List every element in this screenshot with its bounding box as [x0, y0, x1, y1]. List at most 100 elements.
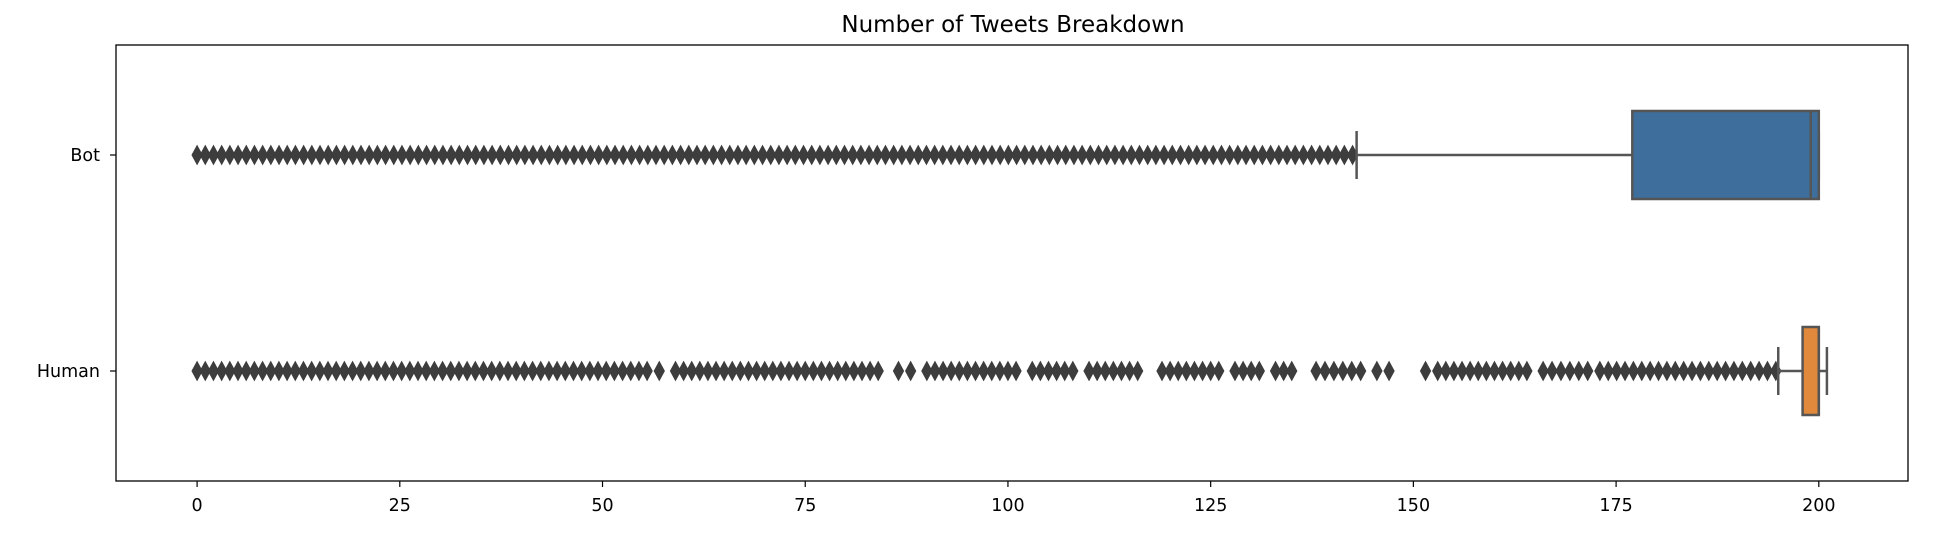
- human-outlier-point: [1164, 360, 1176, 382]
- bot-outlier-point: [724, 144, 736, 166]
- human-outlier-point: [1196, 360, 1209, 382]
- human-outlier-point: [1602, 360, 1614, 382]
- bot-outlier-point: [666, 144, 679, 166]
- human-outlier-point: [677, 360, 690, 382]
- human-outlier-point: [526, 360, 539, 382]
- bot-outlier-point: [1092, 144, 1105, 166]
- human-outlier-point: [1026, 360, 1038, 382]
- human-outlier-point: [1480, 360, 1493, 382]
- bot-outlier-point: [1223, 144, 1236, 166]
- bot-outlier-point: [1289, 144, 1301, 166]
- bot-outlier-point: [1232, 144, 1244, 166]
- bot-outlier-point: [978, 144, 990, 166]
- bot-outlier-point: [855, 144, 867, 166]
- human-outlier-point: [1419, 360, 1432, 382]
- human-outlier-point: [1564, 360, 1576, 382]
- human-outlier-point: [297, 360, 310, 382]
- bot-outlier-point: [592, 144, 605, 166]
- bot-outlier-point: [1051, 144, 1064, 166]
- x-tick-label-200: 200: [1802, 496, 1835, 516]
- bot-outlier-point: [1297, 144, 1310, 166]
- bot-outlier-point: [1191, 144, 1203, 166]
- bot-outlier-point: [896, 144, 908, 166]
- human-outlier-point: [1371, 360, 1383, 382]
- bot-outlier-point: [765, 144, 777, 166]
- human-outlier-point: [453, 360, 465, 382]
- human-outlier-point: [1719, 360, 1732, 382]
- bot-outlier-point: [658, 144, 670, 166]
- bot-outlier-point: [1215, 144, 1228, 166]
- x-tick-label-175: 175: [1599, 496, 1632, 516]
- human-outlier-point: [1115, 360, 1128, 382]
- human-outlier-point: [1286, 360, 1298, 382]
- bot-outlier-point: [814, 144, 826, 166]
- human-outlier-point: [1736, 360, 1748, 382]
- bot-outlier-point: [314, 144, 326, 166]
- human-outlier-point: [1703, 360, 1715, 382]
- human-outlier-point: [379, 360, 391, 382]
- human-outlier-point: [273, 360, 285, 382]
- bot-outlier-point: [945, 144, 957, 166]
- bot-outlier-point: [904, 144, 916, 166]
- bot-outlier-point: [1002, 144, 1015, 166]
- human-outlier-point: [535, 360, 547, 382]
- human-outlier-point: [710, 360, 722, 382]
- bot-outlier-point: [191, 144, 203, 166]
- bot-outlier-point: [1133, 144, 1146, 166]
- bot-outlier-point: [650, 144, 662, 166]
- bot-outlier-point: [609, 144, 621, 166]
- bot-outlier-point: [256, 144, 269, 166]
- bot-outlier-point: [1183, 144, 1195, 166]
- bot-outlier-point: [437, 144, 449, 166]
- human-outlier-point: [265, 360, 277, 382]
- x-tick-label-25: 25: [389, 496, 411, 516]
- human-outlier-point: [1010, 360, 1022, 382]
- bot-outlier-point: [1109, 144, 1121, 166]
- human-outlier-point: [1237, 360, 1249, 382]
- bot-outlier-point: [371, 144, 384, 166]
- human-outlier-point: [1728, 360, 1740, 382]
- human-outlier-point: [783, 360, 795, 382]
- human-outlier-point: [641, 360, 653, 382]
- human-outlier-point: [872, 360, 884, 382]
- human-outlier-point: [734, 360, 747, 382]
- bot-outlier-point: [699, 144, 711, 166]
- human-outlier-point: [726, 360, 738, 382]
- human-outlier-point: [1448, 360, 1460, 382]
- bot-outlier-point: [1043, 144, 1056, 166]
- human-outlier-point: [1555, 360, 1567, 382]
- y-tick-label-human: Human: [37, 362, 100, 382]
- bot-outlier-point: [330, 144, 343, 166]
- human-outlier-point: [807, 360, 819, 382]
- human-outlier-point: [1513, 360, 1525, 382]
- bot-outlier-point: [281, 144, 293, 166]
- human-outlier-point: [395, 360, 408, 382]
- bot-outlier-point: [429, 144, 441, 166]
- bot-outlier-point: [1150, 144, 1162, 166]
- bot-outlier-point: [691, 144, 703, 166]
- human-outlier-point: [653, 360, 665, 382]
- human-outlier-point: [1107, 360, 1120, 382]
- human-outlier-point: [1745, 360, 1757, 382]
- bot-outlier-point: [470, 144, 482, 166]
- human-outlier-point: [207, 360, 220, 382]
- x-tick-label-100: 100: [991, 496, 1024, 516]
- human-outlier-point: [305, 360, 318, 382]
- bot-outlier-point: [396, 144, 408, 166]
- bot-outlier-point: [789, 144, 801, 166]
- bot-outlier-point: [420, 144, 433, 166]
- bot-outlier-point: [1330, 144, 1342, 166]
- human-outlier-point: [1619, 360, 1631, 382]
- bot-outlier-point: [822, 144, 834, 166]
- human-outlier-point: [1123, 360, 1136, 382]
- human-outlier-point: [1661, 360, 1673, 382]
- human-outlier-point: [1188, 360, 1201, 382]
- bot-outlier-point: [830, 144, 842, 166]
- human-outlier-point: [215, 360, 228, 382]
- human-outlier-point: [461, 360, 473, 382]
- plot-frame: [115, 44, 1909, 482]
- bot-outlier-point: [207, 144, 220, 166]
- human-outlier-point: [864, 360, 876, 382]
